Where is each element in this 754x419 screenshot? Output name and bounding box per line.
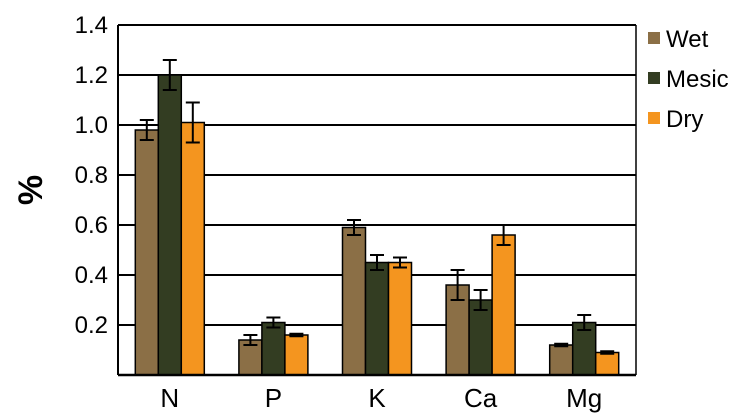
y-tick-label: 1.4 [75,12,108,39]
legend-label-wet: Wet [666,26,709,53]
x-tick-labels: N P K Ca Mg [160,383,602,413]
bar-dry-n [180,121,206,376]
x-tick-label: P [265,383,282,413]
x-tick-label: Mg [566,383,602,413]
bar-wet-mg [548,344,574,376]
legend-label-mesic: Mesic [666,66,729,93]
y-tick-label: 1.0 [75,112,108,139]
x-tick-label: N [160,383,179,413]
legend-swatch-wet [648,32,660,44]
y-tick-label: 0.4 [75,262,108,289]
bar-mesic-ca [468,299,493,376]
bar-mesic-n [157,74,183,376]
bar-dry-mg [594,351,620,376]
legend: Wet Mesic Dry [648,26,729,133]
x-tick-label: Ca [464,383,498,413]
y-tick-labels: 1.4 1.2 1.0 0.8 0.6 0.4 0.2 [75,12,108,339]
bar-dry-k [387,261,413,376]
bar-wet-n [134,129,160,376]
bar-dry-p [284,334,309,376]
y-tick-label: 0.6 [75,212,108,239]
axes [117,25,637,377]
legend-swatch-dry [648,112,660,124]
legend-label-dry: Dry [666,106,703,133]
bar-mesic-p [261,321,286,376]
y-axis-label: % [12,175,50,205]
error-bars [139,59,615,355]
x-tick-label: K [368,383,386,413]
y-tick-label: 0.8 [75,162,108,189]
bar-dry-ca [491,234,516,376]
y-tick-label: 1.2 [75,62,108,89]
bar-mesic-k [364,261,390,376]
bar-wet-k [341,226,367,376]
legend-swatch-mesic [648,72,660,84]
y-tick-label: 0.2 [75,312,108,339]
